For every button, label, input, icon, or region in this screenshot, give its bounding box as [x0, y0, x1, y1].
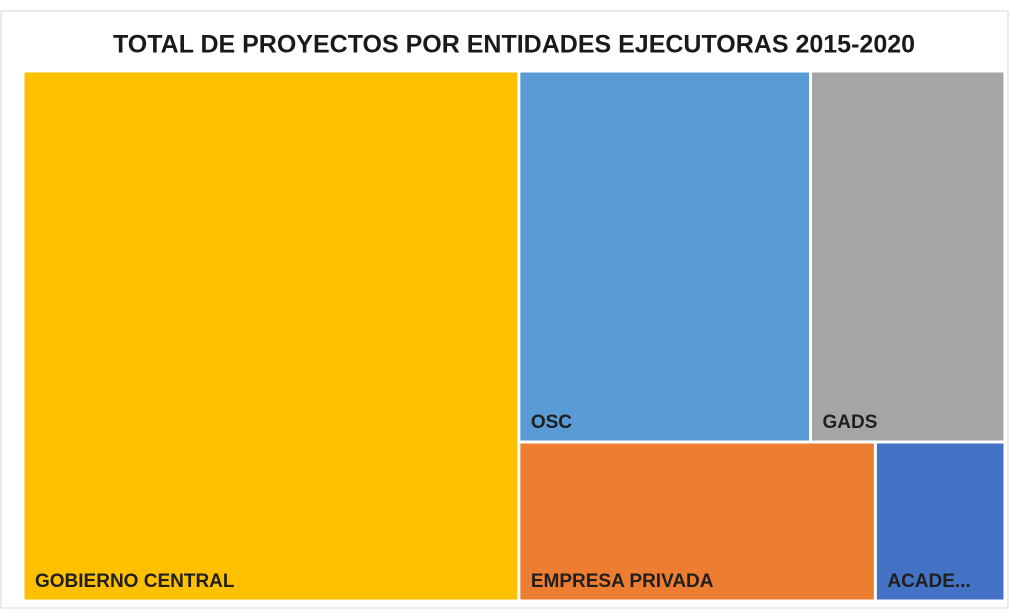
- chart-title: TOTAL DE PROYECTOS POR ENTIDADES EJECUTO…: [113, 31, 915, 59]
- tile: [876, 443, 1004, 600]
- tile: [812, 72, 1004, 441]
- tile-label: OSC: [531, 412, 572, 433]
- tile: [24, 72, 518, 600]
- tile-label: ACADE...: [887, 571, 970, 592]
- tile-label: GADS: [823, 412, 878, 433]
- tile: [520, 72, 810, 441]
- tile-label: EMPRESA PRIVADA: [531, 571, 714, 592]
- tile-label: GOBIERNO CENTRAL: [35, 571, 235, 592]
- tile: [520, 443, 874, 600]
